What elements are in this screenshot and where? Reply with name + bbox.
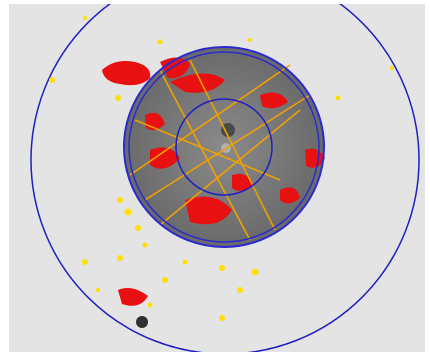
defect [162,277,168,283]
yellow-defects [49,16,394,321]
defect [280,187,300,204]
defect [160,57,190,79]
defect [251,268,259,276]
scratch [159,109,301,226]
cladding-zone [30,4,420,352]
defect [237,287,243,293]
scratch [129,64,291,176]
defect [96,288,100,292]
defect [102,61,151,86]
image-area [9,4,425,352]
defect [142,242,148,248]
defect [335,95,341,101]
defect [185,196,232,225]
defect [115,95,121,101]
scratch [189,59,276,231]
debris [221,123,235,137]
defect [182,259,188,265]
defect [170,73,225,93]
defect [124,208,132,216]
scratch [159,69,251,241]
scratch [134,119,281,181]
defect [157,39,163,45]
defect [118,288,148,306]
defect [260,92,288,109]
defect [49,77,55,83]
scratch [144,94,311,201]
defect [305,148,325,168]
defect [150,147,180,169]
core-boundary-inner [128,51,320,243]
defect [232,173,252,191]
debris [136,316,148,328]
defect [117,197,123,203]
red-defects [102,57,325,306]
defect [390,66,394,70]
defect [82,259,88,265]
defect [135,225,141,231]
defect [147,302,153,308]
defect [219,265,225,271]
defect [83,16,87,20]
scratch-lines [129,59,311,241]
core-zone [175,98,273,196]
defect [117,255,123,261]
core-boundary [123,46,325,248]
defect [219,315,225,321]
defect [248,38,252,42]
